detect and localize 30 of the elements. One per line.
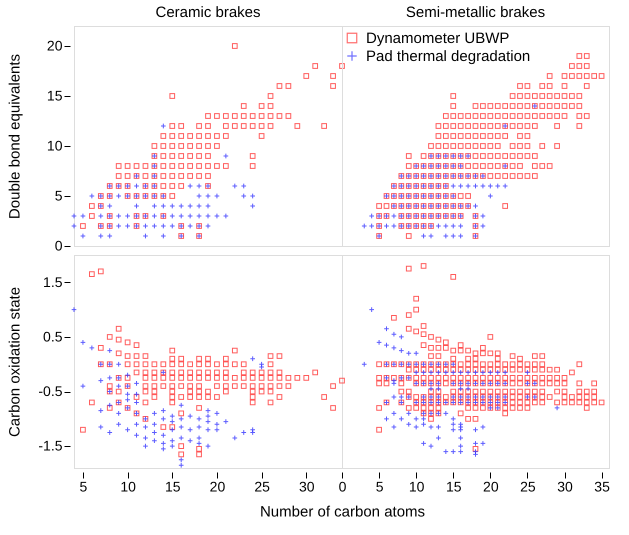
x-tick-label: 10 (408, 478, 425, 494)
x-tick-label: 25 (520, 478, 536, 494)
x-tick-label: 20 (483, 478, 499, 494)
x-axis-title: Number of carbon atoms (260, 504, 426, 520)
x-tick-label: 15 (164, 478, 181, 494)
y-tick-label: -0.5 (38, 383, 63, 400)
y-axis-title: Double bond equivalents (6, 54, 24, 220)
x-tick-label: 35 (594, 478, 610, 494)
x-tick-label: 10 (120, 478, 136, 494)
y-tick-label: -1.5 (38, 438, 63, 454)
legend-label: Pad thermal degradation (366, 48, 530, 65)
x-tick-label: 30 (298, 478, 315, 494)
y-tick-label: 20 (46, 38, 63, 54)
y-tick-label: 1.5 (43, 274, 63, 290)
y-axis-title: Carbon oxidation state (6, 286, 24, 438)
x-tick-label: 30 (557, 478, 573, 494)
chart-title: Semi-metallic brakes (406, 4, 546, 21)
y-tick-label: 5 (54, 188, 63, 204)
y-tick-label: 15 (46, 88, 63, 104)
x-tick-label: 5 (376, 478, 384, 494)
y-tick-label: 10 (46, 138, 63, 154)
x-tick-label: 15 (446, 478, 462, 494)
y-tick-label: 0.5 (43, 328, 63, 344)
x-tick-label: 25 (254, 478, 270, 494)
x-tick-label: 5 (80, 478, 88, 494)
y-tick-label: 0 (54, 238, 63, 254)
x-tick-label: 0 (338, 478, 347, 494)
legend-label: Dynamometer UBWP (366, 30, 510, 47)
chart-title: Ceramic brakes (155, 4, 261, 21)
x-tick-label: 20 (210, 478, 226, 494)
